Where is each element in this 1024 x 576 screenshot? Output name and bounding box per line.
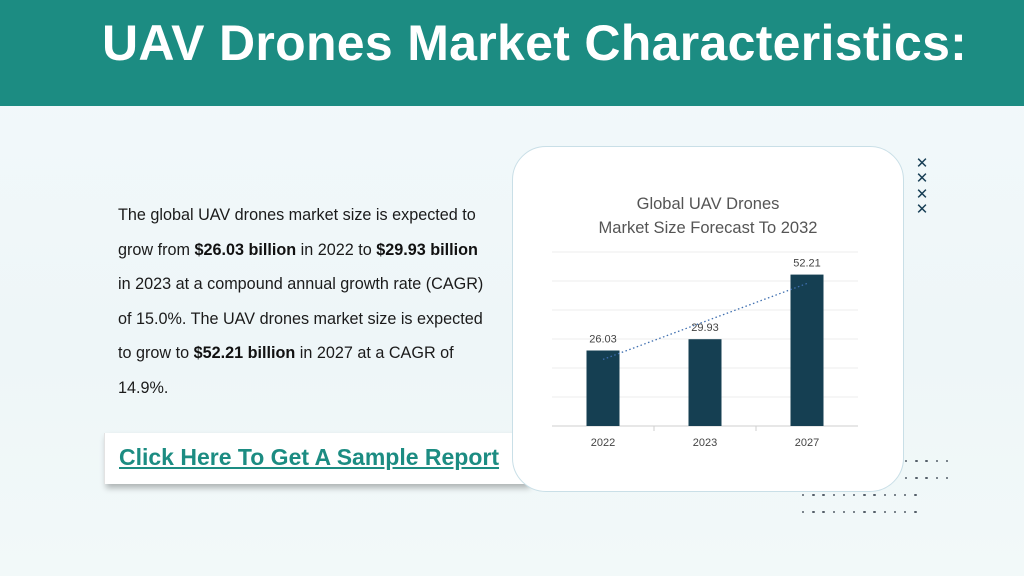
decorative-dot: [802, 511, 805, 514]
decorative-dot: [935, 477, 938, 480]
decorative-dot: [883, 511, 886, 514]
page-title: UAV Drones Market Characteristics:: [102, 15, 968, 71]
decorative-dot: [822, 511, 825, 514]
decorative-dot: [873, 494, 876, 497]
value-2027: $52.21 billion: [193, 344, 296, 363]
decorative-dot: [832, 494, 835, 497]
close-icon: ✕: [915, 186, 929, 203]
decorative-dot: [914, 494, 917, 497]
decorative-dot: [905, 477, 908, 480]
data-label-2027: 52.21: [793, 258, 821, 270]
description-text: The global UAV drones market size is exp…: [118, 206, 476, 259]
decorative-dot: [853, 511, 856, 514]
decorative-dot: [905, 460, 908, 463]
x-tick-label-2022: 2022: [591, 437, 615, 449]
decorative-dot: [863, 494, 866, 497]
market-description: The global UAV drones market size is exp…: [118, 198, 488, 406]
decorative-dot: [904, 511, 907, 514]
decorative-dot: [945, 460, 949, 463]
decorative-dot: [883, 494, 886, 497]
decorative-dot: [842, 511, 846, 514]
decorative-dot: [935, 460, 938, 463]
decorative-dot: [832, 511, 835, 514]
chart-title-line-2: Market Size Forecast To 2032: [598, 219, 818, 237]
sample-report-box[interactable]: Click Here To Get A Sample Report: [104, 433, 528, 484]
decorative-dot: [914, 511, 917, 514]
description-text: in 2023 at a compound annual growth rate…: [118, 275, 484, 363]
chart-card: [512, 146, 904, 492]
decorative-dot: [945, 477, 949, 480]
title-banner: UAV Drones Market Characteristics:: [0, 0, 1024, 106]
close-icon: ✕: [915, 170, 929, 187]
x-tick-label-2027: 2027: [795, 437, 819, 449]
chart-title: Global UAV Drones Market Size Forecast T…: [512, 192, 904, 240]
decorative-dot: [915, 477, 918, 480]
decorative-dot: [893, 494, 897, 497]
decorative-dot: [915, 460, 918, 463]
value-2022: $26.03 billion: [194, 240, 297, 259]
trendline: [602, 282, 808, 361]
decorative-dot: [925, 477, 928, 480]
decorative-dot: [822, 494, 825, 497]
description-text: in 2027 at a CAGR of 14.9%.: [118, 344, 454, 397]
value-2023: $29.93 billion: [376, 240, 478, 259]
bar-2027: [790, 274, 824, 426]
data-label-2022: 26.03: [589, 334, 617, 346]
decorative-dot: [893, 511, 897, 514]
close-icon: ✕: [915, 155, 929, 172]
decorative-dot: [873, 511, 876, 514]
decorative-dot: [812, 494, 815, 497]
decorative-dot: [904, 494, 907, 497]
bar-2023: [688, 339, 722, 426]
data-label-2023: 29.93: [691, 322, 719, 334]
decorative-dot: [802, 494, 805, 497]
decorative-dot: [812, 511, 815, 514]
description-text: in 2022 to: [296, 240, 377, 259]
close-icon: ✕: [915, 201, 929, 218]
x-tick-label-2023: 2023: [693, 437, 717, 449]
decorative-dot: [853, 494, 856, 497]
chart-title-line-1: Global UAV Drones: [636, 195, 780, 213]
decorative-dot: [863, 511, 866, 514]
sample-report-link[interactable]: Click Here To Get A Sample Report: [119, 444, 500, 470]
decorative-dot: [842, 494, 846, 497]
decorative-dot: [925, 460, 928, 463]
bar-2022: [586, 350, 620, 426]
